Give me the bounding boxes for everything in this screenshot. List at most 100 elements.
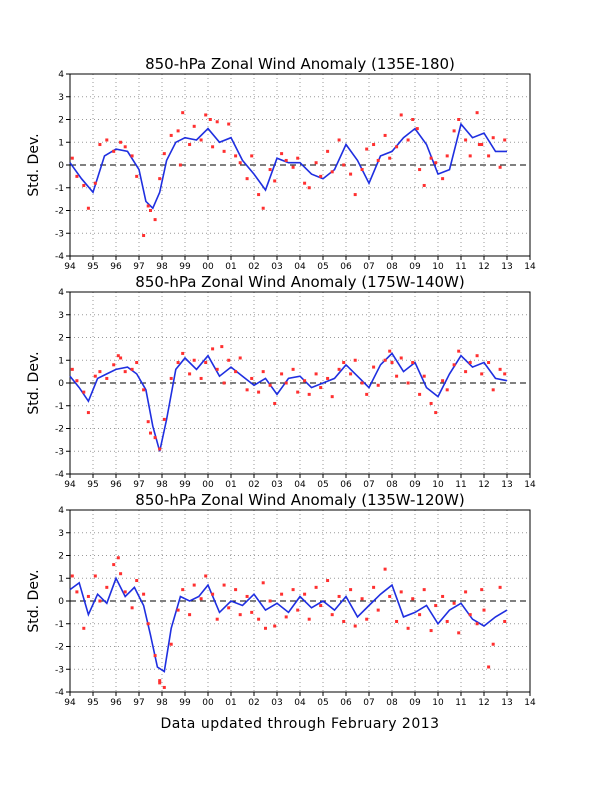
- data-point: [337, 367, 341, 371]
- data-point: [142, 388, 146, 392]
- data-point: [169, 133, 173, 137]
- y-tick-label: -1: [55, 620, 64, 630]
- data-point: [342, 163, 346, 167]
- x-tick-label: 05: [317, 480, 328, 490]
- y-tick-label: -3: [55, 229, 64, 239]
- data-point: [280, 372, 284, 376]
- x-tick-label: 96: [110, 480, 122, 490]
- data-point: [93, 574, 97, 578]
- data-point: [158, 177, 162, 181]
- y-tick-label: -3: [55, 447, 64, 457]
- data-point: [181, 111, 185, 115]
- data-point: [441, 594, 445, 598]
- data-point: [284, 381, 288, 385]
- data-point: [372, 143, 376, 147]
- x-tick-label: 99: [179, 480, 191, 490]
- data-point: [337, 594, 341, 598]
- data-point: [498, 165, 502, 169]
- y-tick-label: 1: [58, 138, 64, 148]
- y-tick-label: 0: [58, 597, 64, 607]
- y-tick-label: 0: [58, 161, 64, 171]
- x-tick-label: 10: [432, 480, 444, 490]
- data-point: [487, 154, 491, 158]
- y-axis-label: Std. Dev.: [26, 351, 42, 414]
- data-point: [162, 685, 166, 689]
- data-point: [86, 411, 90, 415]
- data-point: [372, 365, 376, 369]
- data-point: [98, 599, 102, 603]
- chart-title: 850-hPa Zonal Wind Anomaly (135W-120W): [135, 491, 464, 509]
- data-point: [452, 129, 456, 133]
- data-point: [273, 179, 277, 183]
- data-point: [142, 234, 146, 238]
- data-point: [75, 379, 79, 383]
- data-point: [326, 149, 330, 153]
- x-tick-label: 11: [455, 480, 466, 490]
- data-point: [360, 168, 364, 172]
- data-point: [291, 165, 295, 169]
- data-point: [480, 143, 484, 147]
- chart-panel-1: 94 95 96 97 98 99 00 01 02 03 04 05 06 07 08 09 10 11 12 13…: [26, 55, 536, 272]
- data-point: [468, 361, 472, 365]
- data-point: [162, 152, 166, 156]
- data-point: [215, 120, 219, 124]
- data-point: [268, 599, 272, 603]
- data-point: [457, 118, 461, 121]
- data-point: [245, 388, 249, 392]
- x-tick-label: 00: [202, 698, 214, 708]
- data-point: [234, 588, 238, 592]
- data-point: [208, 118, 212, 121]
- data-point: [326, 579, 330, 583]
- data-point: [130, 367, 134, 371]
- data-point: [330, 613, 334, 617]
- data-point: [261, 206, 265, 210]
- data-point: [70, 574, 74, 578]
- data-point: [188, 372, 192, 376]
- data-point: [503, 138, 507, 142]
- data-point: [188, 143, 192, 147]
- data-point: [415, 127, 419, 131]
- data-point: [464, 370, 468, 374]
- data-point: [388, 156, 392, 160]
- data-point: [116, 556, 120, 560]
- x-tick-label: 14: [524, 262, 536, 272]
- data-point: [349, 588, 353, 592]
- y-tick-label: 3: [58, 93, 64, 103]
- data-point: [181, 588, 185, 592]
- data-point: [468, 154, 472, 158]
- data-point: [480, 588, 484, 592]
- smoothed-series-line: [69, 352, 508, 452]
- data-point: [429, 156, 433, 160]
- data-point: [477, 143, 481, 147]
- smoothed-series-line: [69, 576, 508, 673]
- data-point: [135, 361, 139, 365]
- x-tick-label: 12: [478, 480, 489, 490]
- data-point: [176, 361, 180, 365]
- data-point: [227, 358, 231, 362]
- data-point: [98, 370, 102, 374]
- x-tick-label: 04: [294, 480, 306, 490]
- x-tick-label: 96: [110, 698, 122, 708]
- data-point: [257, 193, 261, 197]
- x-tick-label: 95: [87, 480, 98, 490]
- data-point: [475, 622, 479, 626]
- x-tick-label: 94: [64, 262, 76, 272]
- data-point: [234, 154, 238, 158]
- data-point: [261, 370, 265, 374]
- data-point: [169, 376, 173, 380]
- data-point: [245, 177, 249, 181]
- data-point: [158, 681, 162, 685]
- x-tick-label: 03: [271, 480, 282, 490]
- x-tick-label: 09: [409, 698, 421, 708]
- data-point: [82, 626, 86, 630]
- data-point: [303, 592, 307, 596]
- data-point: [314, 161, 318, 165]
- data-point: [82, 183, 86, 187]
- data-point: [70, 367, 74, 371]
- x-tick-label: 12: [478, 262, 489, 272]
- data-point: [112, 363, 116, 367]
- x-tick-label: 04: [294, 262, 306, 272]
- chart-panel-3: 94 95 96 97 98 99 00 01 02 03 04 05 06 07 08 09 10 11 12 13…: [26, 491, 536, 708]
- y-tick-label: -4: [55, 252, 64, 262]
